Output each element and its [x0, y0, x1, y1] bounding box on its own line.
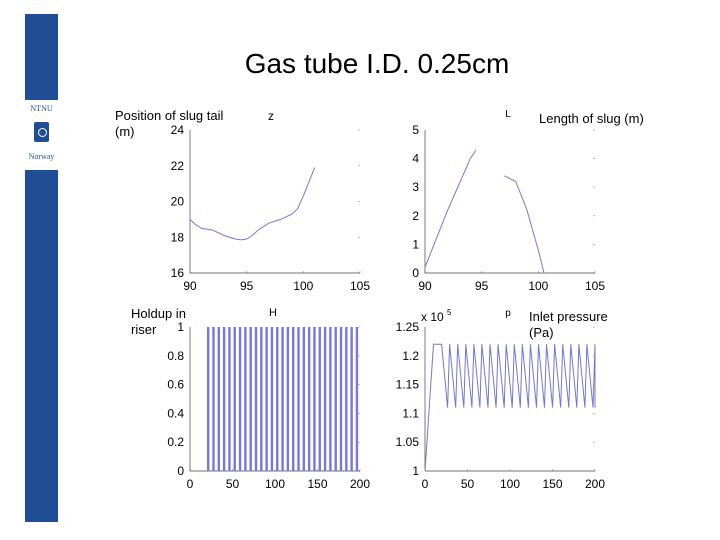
logo-top-text: NTNU	[30, 104, 53, 113]
chart-1-x-tick-label: 90	[183, 279, 197, 293]
chart-3-label: Holdup in riser	[131, 306, 186, 337]
chart-3-signal-stripe	[207, 327, 210, 471]
chart-4-y-tick-label: 1.15	[396, 378, 420, 392]
chart-3-signal-stripe	[323, 327, 327, 471]
chart-3-signal-stripe	[217, 327, 221, 471]
chart-3-signal-stripe	[244, 327, 247, 471]
chart-2-y-tick-label: 2	[412, 209, 419, 223]
chart-3-signal-stripe	[265, 327, 268, 471]
chart-2-y-tick-label: 4	[412, 152, 419, 166]
chart-3-signal-stripe	[355, 327, 359, 471]
chart-3-signal-stripe	[254, 327, 258, 471]
chart-3-x-tick-label: 0	[187, 477, 194, 491]
chart-1-label: Position of slug tail (m)	[115, 108, 224, 139]
chart-3-signal-stripe	[260, 327, 263, 471]
chart-3-signal-stripe	[281, 327, 284, 471]
chart-3-y-tick-label: 0	[177, 464, 184, 478]
chart-3-signal-stripe	[238, 327, 242, 471]
chart-3-signal-stripe	[297, 327, 300, 471]
chart-1-y-tick-label: 20	[171, 195, 185, 209]
chart-3-y-tick-label: 0.8	[167, 349, 184, 363]
chart-3-signal-stripe	[292, 327, 295, 471]
chart-1-series-1-line	[189, 167, 316, 241]
chart-2-y-tick-label: 3	[412, 180, 419, 194]
chart-1-y-tick-label: 18	[171, 230, 185, 244]
chart-1-y-tick-label: 22	[171, 159, 185, 173]
chart-1-x-tick-label: 95	[240, 279, 254, 293]
chart-3-x-tick-label: 50	[226, 477, 240, 491]
chart-3-x-tick-label: 100	[265, 477, 285, 491]
chart-3-signal-stripe	[334, 327, 337, 471]
chart-1-y-tick-label: 24	[171, 123, 185, 137]
chart-4-exponent: 5	[447, 308, 452, 317]
chart-2-x-tick-label: 105	[585, 279, 605, 293]
chart-3-signal-stripe	[339, 327, 343, 471]
chart-3-signal-stripe	[329, 327, 332, 471]
chart-2-y-tick-label: 1	[412, 237, 419, 251]
chart-2-x-tick-label: 100	[528, 279, 548, 293]
chart-3-signal-stripe	[302, 327, 306, 471]
chart-4-y-tick-label: 1	[412, 464, 419, 478]
chart-4-x-tick-label: 150	[542, 477, 562, 491]
chart-2-x-tick-label: 90	[418, 279, 432, 293]
chart-3-plot-letter: H	[269, 307, 277, 319]
chart-4-y-tick-label: 1.1	[402, 406, 419, 420]
chart-2-series-2-line	[504, 175, 545, 274]
chart-4-plot-letter: p	[505, 308, 511, 319]
logo-bottom-text: Norway	[28, 152, 55, 161]
chart-3-signal-stripe	[350, 327, 353, 471]
chart-3-signal-stripe	[345, 327, 348, 471]
chart-4-x-tick-label: 50	[461, 477, 475, 491]
chart-1-x-tick-label: 105	[350, 279, 370, 293]
chart-4-x-tick-label: 200	[585, 477, 605, 491]
chart-3-signal-stripe	[249, 327, 252, 471]
chart-3-signal-stripe	[276, 327, 279, 471]
chart-3-signal-stripe	[270, 327, 274, 471]
chart-3-signal-stripe	[307, 327, 311, 471]
chart-2-y-tick-label: 5	[412, 123, 419, 137]
chart-3-signal-stripe	[318, 327, 321, 471]
chart-3-x-tick-label: 200	[350, 477, 370, 491]
chart-2-series-1-line	[424, 149, 477, 268]
chart-4-y-tick-label: 1.05	[396, 435, 420, 449]
chart-2-label: Length of slug (m)	[539, 111, 644, 126]
chart-1-x-tick-label: 100	[293, 279, 313, 293]
chart-3-signal-stripe	[212, 327, 215, 471]
chart-2-plot-letter: L	[505, 109, 511, 120]
chart-3-y-tick-label: 0.4	[167, 406, 184, 420]
chart-2-y-tick-label: 0	[412, 266, 419, 280]
chart-3-y-tick-label: 1	[177, 320, 184, 334]
chart-3-signal-stripe	[222, 327, 226, 471]
chart-4-y-tick-label: 1.25	[396, 320, 420, 334]
chart-4-signal-line	[424, 343, 596, 472]
chart-3-signal-stripe	[228, 327, 231, 471]
chart-3-y-tick-label: 0.6	[167, 378, 184, 392]
ntnu-logo-icon	[34, 122, 49, 142]
chart-3-signal-stripe	[313, 327, 316, 471]
chart-2-x-tick-label: 95	[475, 279, 489, 293]
chart-4-y-tick-label: 1.2	[402, 349, 419, 363]
chart-3-x-tick-label: 150	[307, 477, 327, 491]
sidebar-accent-bar	[25, 14, 58, 522]
chart-1-plot-letter: z	[268, 109, 274, 123]
chart-4-x-tick-label: 0	[422, 477, 429, 491]
chart-3-y-tick-label: 0.2	[167, 435, 184, 449]
chart-3-signal-stripe	[286, 327, 290, 471]
chart-4-label: Inlet pressure (Pa)	[529, 309, 608, 340]
chart-1-y-tick-label: 16	[171, 266, 185, 280]
slide-title: Gas tube I.D. 0.25cm	[244, 48, 510, 79]
chart-4-x-tick-label: 100	[500, 477, 520, 491]
ntnu-logo: NTNU Norway	[25, 100, 58, 170]
chart-4-exponent-label: x 10	[421, 310, 444, 324]
chart-3-signal-stripe	[233, 327, 236, 471]
